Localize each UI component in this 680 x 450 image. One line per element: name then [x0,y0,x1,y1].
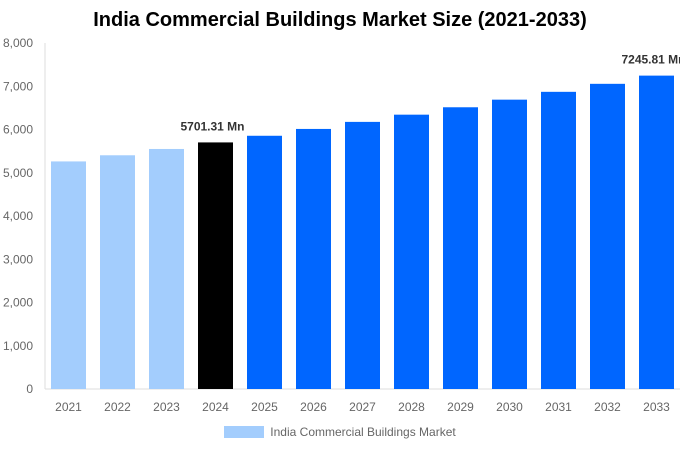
x-tick-label: 2023 [153,400,180,414]
bar-2021 [51,161,86,389]
y-tick-label: 2,000 [3,296,33,310]
bar-2030 [492,99,527,389]
x-tick-label: 2029 [447,400,474,414]
data-label: 7245.81 Mn [621,53,680,67]
bar-2026 [296,128,331,389]
bar-2022 [100,155,135,389]
y-tick-label: 1,000 [3,339,33,353]
bar-2027 [345,121,380,389]
bar-2032 [590,83,625,389]
bar-2029 [443,107,478,389]
chart-title: India Commercial Buildings Market Size (… [93,9,587,31]
x-tick-label: 2027 [349,400,376,414]
y-tick-label: 8,000 [3,36,33,50]
x-tick-label: 2024 [202,400,229,414]
bar-2028 [394,114,429,389]
bar-2024 [198,142,233,389]
x-tick-label: 2026 [300,400,327,414]
legend[interactable]: India Commercial Buildings Market [0,425,680,439]
x-tick-label: 2028 [398,400,425,414]
x-tick-label: 2025 [251,400,278,414]
y-tick-label: 5,000 [3,166,33,180]
bar-2023 [149,148,184,389]
bar-2031 [541,91,576,389]
bar-2025 [247,135,282,389]
y-tick-label: 4,000 [3,209,33,223]
x-tick-label: 2022 [104,400,131,414]
legend-label: India Commercial Buildings Market [270,425,456,439]
x-tick-label: 2033 [643,400,670,414]
bar-2033 [639,75,674,390]
y-tick-label: 0 [26,382,33,396]
data-label: 5701.31 Mn [180,119,244,133]
y-tick-label: 7,000 [3,79,33,93]
legend-swatch [224,426,265,438]
x-tick-label: 2021 [55,400,82,414]
y-tick-label: 6,000 [3,123,33,137]
x-tick-label: 2030 [496,400,523,414]
y-tick-label: 3,000 [3,252,33,266]
x-tick-label: 2031 [545,400,572,414]
x-tick-label: 2032 [594,400,621,414]
